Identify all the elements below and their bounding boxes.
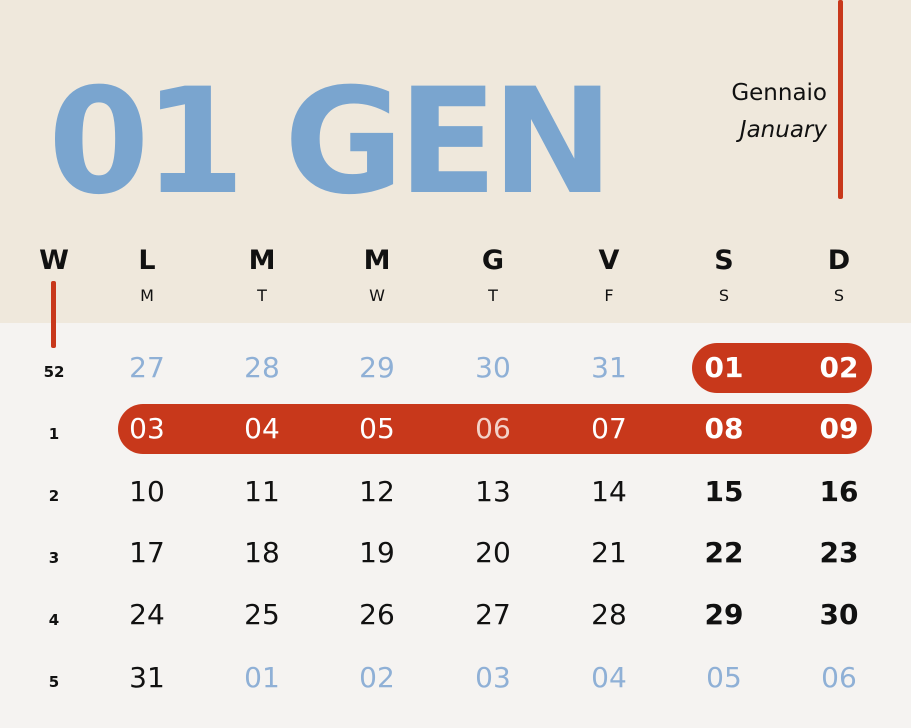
highlight-range-week52 xyxy=(692,343,872,393)
calendar-day[interactable]: 18 xyxy=(244,536,280,569)
week-column-header: W xyxy=(39,245,69,276)
week-number: 5 xyxy=(48,673,60,691)
calendar-day[interactable]: 01 xyxy=(244,661,280,694)
calendar-day[interactable]: 10 xyxy=(129,475,165,508)
calendar-day[interactable]: 26 xyxy=(359,598,395,631)
calendar-day[interactable]: 19 xyxy=(359,536,395,569)
calendar-day-weekend[interactable]: 29 xyxy=(704,598,744,631)
calendar-day[interactable]: 03 xyxy=(475,661,511,694)
week-number: 52 xyxy=(43,363,65,381)
header-background xyxy=(0,0,911,323)
weekday-header-it: M xyxy=(248,245,276,276)
week-number: 2 xyxy=(48,487,60,505)
calendar-day[interactable]: 13 xyxy=(475,475,511,508)
weekday-header-en: S xyxy=(833,286,845,305)
calendar-day[interactable]: 31 xyxy=(591,351,627,384)
calendar-day[interactable]: 27 xyxy=(475,598,511,631)
calendar-day[interactable]: 30 xyxy=(475,351,511,384)
calendar-day[interactable]: 27 xyxy=(129,351,165,384)
weekday-header-en: M xyxy=(140,286,154,305)
calendar-day[interactable]: 20 xyxy=(475,536,511,569)
calendar-day[interactable]: 11 xyxy=(244,475,280,508)
calendar-day[interactable]: 06 xyxy=(821,661,857,694)
week-number: 4 xyxy=(48,611,60,629)
calendar-day[interactable]: 29 xyxy=(359,351,395,384)
calendar-day[interactable]: 24 xyxy=(129,598,165,631)
calendar-day[interactable]: 25 xyxy=(244,598,280,631)
calendar-day-weekend[interactable]: 23 xyxy=(819,536,859,569)
calendar-day-weekend[interactable]: 15 xyxy=(704,475,744,508)
accent-divider-top xyxy=(838,0,843,199)
calendar-day[interactable]: 04 xyxy=(591,661,627,694)
calendar-day[interactable]: 05 xyxy=(706,661,742,694)
calendar-day-weekend[interactable]: 16 xyxy=(819,475,859,508)
calendar-day[interactable]: 14 xyxy=(591,475,627,508)
calendar-day[interactable]: 02 xyxy=(359,661,395,694)
weekday-header-en: W xyxy=(369,286,385,305)
month-name-english: January xyxy=(739,117,827,143)
accent-divider-week xyxy=(51,281,56,348)
calendar-day[interactable]: 12 xyxy=(359,475,395,508)
weekday-header-en: T xyxy=(257,286,267,305)
weekday-header-en: F xyxy=(604,286,614,305)
page-title: 01 GEN xyxy=(48,57,614,227)
week-number: 1 xyxy=(48,425,60,443)
calendar-day-highlighted[interactable]: 07 xyxy=(591,412,627,445)
calendar-day-highlighted[interactable]: 08 xyxy=(704,412,744,445)
week-number: 3 xyxy=(48,549,60,567)
weekday-header-en: T xyxy=(488,286,498,305)
calendar-day[interactable]: 21 xyxy=(591,536,627,569)
weekday-header-it: L xyxy=(138,245,156,276)
calendar-day-weekend[interactable]: 22 xyxy=(704,536,744,569)
calendar-day[interactable]: 31 xyxy=(129,661,165,694)
calendar-day-weekend[interactable]: 30 xyxy=(819,598,859,631)
calendar-day-highlighted[interactable]: 05 xyxy=(359,412,395,445)
weekday-header-it: G xyxy=(481,245,505,276)
calendar-day-highlighted[interactable]: 02 xyxy=(819,351,859,384)
calendar-day-highlighted[interactable]: 04 xyxy=(244,412,280,445)
calendar-day[interactable]: 17 xyxy=(129,536,165,569)
calendar-day-highlighted[interactable]: 03 xyxy=(129,412,165,445)
weekday-header-en: S xyxy=(718,286,730,305)
month-name-italian: Gennaio xyxy=(731,80,827,106)
weekday-header-it: D xyxy=(827,245,851,276)
calendar-day-highlighted[interactable]: 09 xyxy=(819,412,859,445)
calendar-day[interactable]: 28 xyxy=(591,598,627,631)
weekday-header-it: S xyxy=(714,245,734,276)
calendar-day-highlighted[interactable]: 06 xyxy=(475,412,511,445)
weekday-header-it: V xyxy=(598,245,620,276)
calendar-day[interactable]: 28 xyxy=(244,351,280,384)
weekday-header-it: M xyxy=(363,245,391,276)
calendar-day-highlighted[interactable]: 01 xyxy=(704,351,744,384)
highlight-range-week1 xyxy=(118,404,872,454)
